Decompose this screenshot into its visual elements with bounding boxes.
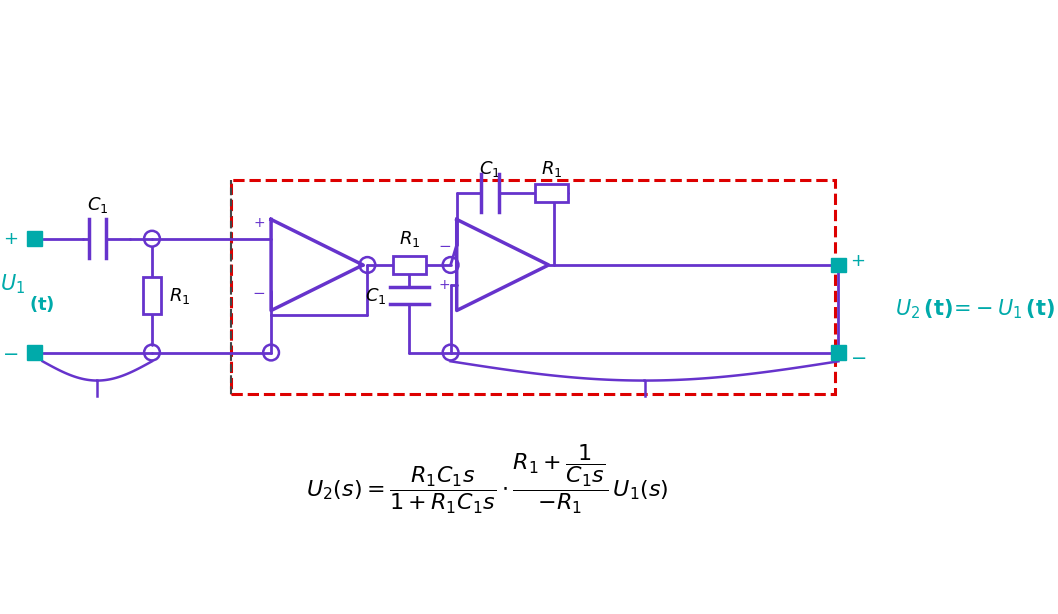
Text: $R_1$: $R_1$ (169, 286, 190, 306)
Bar (28, 231, 42, 246)
Text: $-$: $-$ (2, 343, 18, 362)
Text: $C_1$: $C_1$ (479, 158, 500, 179)
Text: $C_1$: $C_1$ (365, 286, 387, 306)
Bar (393, 256, 426, 274)
Text: $+$: $+$ (851, 252, 865, 270)
Text: $-$: $-$ (438, 238, 451, 252)
Text: $C_1$: $C_1$ (87, 195, 108, 216)
Bar (831, 257, 846, 273)
Bar (831, 345, 846, 360)
Text: $-$: $-$ (850, 348, 865, 367)
Text: $R_1$: $R_1$ (541, 158, 562, 179)
Text: $+$: $+$ (438, 278, 451, 292)
Text: $+$: $+$ (2, 230, 18, 247)
Text: $\mathbf{(t)}$: $\mathbf{(t)}$ (29, 294, 54, 314)
Bar (231, 180, 835, 394)
Bar (534, 184, 568, 202)
Text: $-$: $-$ (252, 284, 266, 299)
Text: $U_1$: $U_1$ (0, 273, 25, 296)
Text: $+$: $+$ (253, 216, 264, 230)
Text: $R_1$: $R_1$ (399, 228, 420, 249)
Text: $U_2(s)=\dfrac{R_1C_1s}{1+R_1C_1s}\cdot\dfrac{R_1+\dfrac{1}{C_1s}}{-R_1}\,U_1(s): $U_2(s)=\dfrac{R_1C_1s}{1+R_1C_1s}\cdot\… (306, 443, 669, 516)
Text: $U_2\,\mathbf{(t)}\!=\!-U_1\,\mathbf{(t)}$: $U_2\,\mathbf{(t)}\!=\!-U_1\,\mathbf{(t)… (895, 297, 1055, 321)
Bar (143, 278, 161, 314)
Bar (28, 345, 42, 360)
